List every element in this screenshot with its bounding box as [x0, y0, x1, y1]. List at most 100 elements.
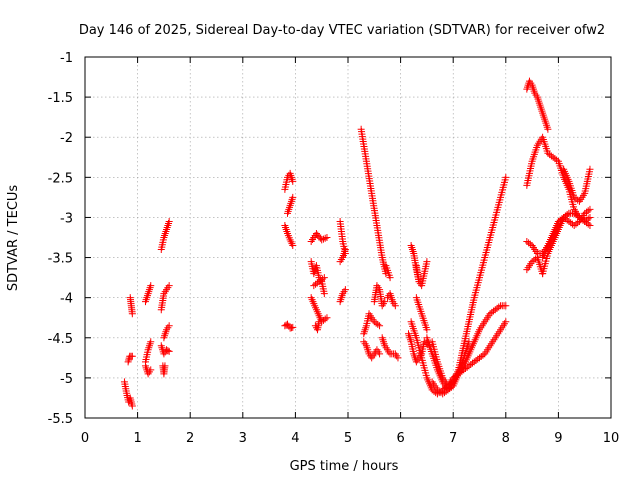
data-point: [440, 389, 448, 397]
data-point: [370, 318, 378, 326]
y-axis-label: SDTVAR / TECUs: [6, 185, 21, 292]
data-point: [435, 387, 443, 395]
data-track-t8.5a: [523, 77, 552, 133]
data-point: [488, 308, 496, 316]
data-point: [376, 322, 384, 330]
data-track-t9.2: [560, 165, 594, 205]
x-tick-label: 2: [186, 431, 194, 446]
data-track-t6.6: [412, 294, 431, 334]
data-track-t6.5: [407, 302, 510, 398]
data-point: [544, 125, 552, 133]
data-point: [586, 205, 594, 213]
data-point: [461, 365, 469, 373]
data-point: [310, 282, 318, 290]
x-tick-label: 10: [603, 431, 620, 446]
data-point: [586, 165, 594, 173]
data-point: [528, 258, 536, 266]
data-point: [444, 386, 452, 394]
data-point: [165, 217, 173, 225]
data-point: [318, 236, 326, 244]
data-point: [474, 355, 482, 363]
data-point: [381, 298, 389, 306]
data-point: [374, 320, 382, 328]
y-tick-label: -1.5: [48, 91, 73, 106]
data-point: [446, 385, 454, 393]
data-point: [147, 338, 155, 346]
data-points: [120, 77, 594, 410]
data-point: [165, 282, 173, 290]
data-track-t1.5c: [160, 322, 173, 342]
data-track-t5.5b: [378, 334, 402, 362]
data-track-t1.5a: [157, 217, 173, 254]
x-tick-label: 3: [239, 431, 247, 446]
data-point: [586, 221, 594, 229]
data-track-t0.8: [120, 378, 136, 410]
data-point: [490, 307, 498, 315]
y-tick-label: -5.5: [48, 412, 73, 427]
y-tick-label: -2: [60, 131, 73, 146]
data-point: [572, 211, 580, 219]
data-point: [502, 173, 510, 181]
data-point: [341, 246, 349, 254]
data-track-t4.9c: [336, 286, 349, 306]
data-point: [491, 306, 499, 314]
y-tick-label: -1: [60, 51, 73, 66]
x-tick-label: 0: [81, 431, 89, 446]
x-tick-label: 8: [502, 431, 510, 446]
data-point: [321, 315, 329, 323]
data-point: [161, 362, 169, 370]
data-point: [523, 238, 531, 246]
y-tick-label: -3: [60, 211, 73, 226]
data-point: [551, 155, 559, 163]
data-point: [289, 242, 297, 250]
data-point: [493, 304, 501, 312]
data-track-t5.4a: [360, 310, 384, 338]
data-point: [319, 235, 327, 243]
y-tick-label: -3.5: [48, 252, 73, 267]
data-point: [465, 362, 473, 370]
data-point: [549, 153, 557, 161]
data-point: [289, 323, 297, 331]
x-tick-label: 1: [133, 431, 141, 446]
data-point: [315, 278, 323, 286]
data-point: [553, 156, 561, 164]
x-tick-label: 7: [449, 431, 457, 446]
data-point: [165, 347, 173, 355]
data-point: [502, 302, 510, 310]
data-track-t8.8b: [539, 205, 594, 262]
data-point: [313, 279, 321, 287]
data-point: [320, 290, 328, 298]
data-track-t6.7: [428, 318, 510, 398]
data-point: [372, 319, 380, 327]
data-track-t0.85: [124, 352, 136, 366]
x-tick-label: 4: [291, 431, 299, 446]
data-point: [477, 352, 485, 360]
data-track-t6.3b: [404, 330, 434, 366]
data-point: [561, 215, 569, 223]
data-point: [470, 358, 478, 366]
y-tick-label: -4.5: [48, 332, 73, 347]
data-point: [546, 151, 554, 159]
data-point: [544, 149, 552, 157]
data-track-t5.8: [383, 290, 399, 310]
data-point: [128, 402, 136, 410]
data-track-t5.5a: [370, 282, 389, 310]
data-point: [320, 274, 328, 282]
data-point: [323, 234, 331, 241]
data-track-t1.2c: [141, 282, 155, 306]
data-track-t3.9d: [281, 320, 297, 332]
data-point: [581, 209, 589, 217]
data-point: [312, 280, 320, 288]
data-point: [289, 193, 297, 201]
data-point: [394, 354, 402, 362]
x-axis-label: GPS time / hours: [290, 459, 399, 474]
data-track-t3.9c: [284, 193, 297, 217]
data-point: [526, 240, 534, 248]
data-point: [472, 357, 480, 365]
data-point: [165, 322, 173, 330]
data-point: [572, 220, 580, 228]
data-point: [147, 282, 155, 290]
data-point: [439, 390, 447, 398]
data-point: [376, 350, 384, 358]
data-point: [574, 212, 582, 220]
